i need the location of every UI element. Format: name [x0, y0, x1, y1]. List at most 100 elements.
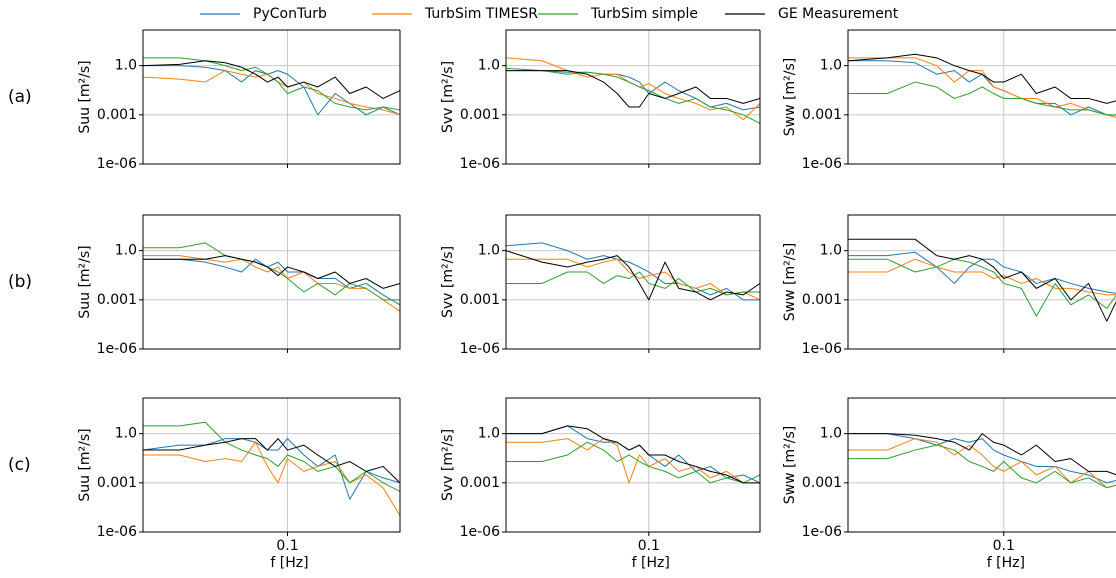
- series-line: [848, 60, 1116, 116]
- y-axis-label: Svv [m²/s]: [440, 246, 456, 318]
- panel: 1e-06 0.001 1.0 Svv [m²/s]: [440, 29, 761, 172]
- series-line: [848, 53, 1116, 104]
- panel: 1e-06 0.001 1.0 0.1 Sww [m²/s] f [Hz]: [782, 397, 1116, 571]
- series-group: [848, 238, 1116, 322]
- x-axis-label: f [Hz]: [632, 555, 670, 571]
- y-tick-label: 0.001: [802, 292, 842, 308]
- series-line: [506, 57, 760, 121]
- y-tick-label: 1.0: [478, 58, 500, 74]
- axes-frame: [847, 214, 1116, 350]
- series-line: [848, 444, 1116, 489]
- series-line: [506, 250, 760, 301]
- y-tick-label: 1.0: [115, 426, 137, 442]
- y-axis-label: Suu [m²/s]: [77, 60, 93, 133]
- y-axis-label: Sww [m²/s]: [782, 58, 798, 136]
- series-line: [848, 433, 1116, 484]
- y-tick-label: 0.001: [97, 107, 137, 123]
- series-group: [506, 57, 760, 124]
- series-line: [143, 242, 400, 301]
- y-tick-label: 0.001: [460, 107, 500, 123]
- y-tick-label: 1e-06: [802, 156, 842, 172]
- series-line: [143, 441, 400, 516]
- y-tick-label: 1.0: [820, 426, 842, 442]
- legend-label: TurbSim simple: [590, 6, 698, 22]
- y-tick-label: 1e-06: [460, 524, 500, 540]
- y-tick-label: 0.001: [97, 292, 137, 308]
- legend-label: TurbSim TIMESR: [424, 6, 538, 22]
- series-group: [143, 57, 400, 116]
- panel: 1e-06 0.001 1.0 0.1 Suu [m²/s] f [Hz] (c): [8, 397, 401, 571]
- y-axis-label: Svv [m²/s]: [440, 429, 456, 501]
- y-axis-label: Suu [m²/s]: [77, 428, 93, 501]
- series-line: [506, 70, 760, 111]
- y-axis-label: Svv [m²/s]: [440, 61, 456, 133]
- panel-label: (c): [8, 455, 31, 475]
- x-tick-label: 0.1: [638, 538, 660, 554]
- y-tick-label: 1e-06: [802, 341, 842, 357]
- y-tick-label: 1.0: [478, 243, 500, 259]
- series-line: [848, 258, 1116, 296]
- axes-frame: [142, 29, 401, 165]
- y-tick-label: 1.0: [820, 58, 842, 74]
- axes-frame: [142, 397, 401, 533]
- series-line: [848, 438, 1116, 489]
- y-tick-label: 1.0: [115, 58, 137, 74]
- x-tick-label: 0.1: [276, 538, 298, 554]
- y-tick-label: 1.0: [478, 426, 500, 442]
- y-tick-label: 0.001: [97, 475, 137, 491]
- x-axis-label: f [Hz]: [270, 555, 308, 571]
- series-line: [506, 70, 760, 108]
- series-line: [848, 433, 1116, 476]
- axes-frame: [847, 397, 1116, 533]
- series-group: [143, 242, 400, 312]
- series-line: [143, 57, 400, 111]
- y-tick-label: 1.0: [115, 243, 137, 259]
- axes-frame: [505, 214, 761, 350]
- y-tick-label: 1e-06: [97, 524, 137, 540]
- series-line: [143, 421, 400, 492]
- panel: 1e-06 0.001 1.0 Suu [m²/s] (a): [8, 29, 401, 172]
- y-tick-label: 1.0: [820, 243, 842, 259]
- y-tick-label: 1e-06: [97, 156, 137, 172]
- y-tick-label: 1e-06: [97, 341, 137, 357]
- legend-label: PyConTurb: [253, 6, 327, 22]
- series-group: [848, 433, 1116, 489]
- series-group: [848, 53, 1116, 118]
- y-tick-label: 0.001: [802, 475, 842, 491]
- axes-frame: [505, 29, 761, 165]
- series-line: [143, 70, 400, 116]
- series-line: [848, 251, 1116, 294]
- series-group: [506, 242, 760, 301]
- series-line: [506, 438, 760, 484]
- panel: 1e-06 0.001 1.0 Suu [m²/s] (b): [8, 214, 401, 357]
- y-tick-label: 1e-06: [802, 524, 842, 540]
- series-line: [143, 255, 400, 312]
- y-tick-label: 0.001: [460, 292, 500, 308]
- y-tick-label: 0.001: [460, 475, 500, 491]
- y-axis-label: Suu [m²/s]: [77, 245, 93, 318]
- series-line: [506, 271, 760, 296]
- series-line: [506, 425, 760, 484]
- y-tick-label: 1e-06: [460, 156, 500, 172]
- axes-frame: [505, 397, 761, 533]
- y-tick-label: 0.001: [802, 107, 842, 123]
- series-group: [506, 425, 760, 484]
- series-group: [143, 421, 400, 516]
- y-axis-label: Sww [m²/s]: [782, 426, 798, 504]
- panel: 1e-06 0.001 1.0 Sww [m²/s]: [782, 214, 1116, 357]
- panel-label: (b): [8, 272, 32, 292]
- series-line: [848, 238, 1116, 322]
- series-line: [143, 438, 400, 484]
- series-line: [143, 65, 400, 116]
- series-line: [848, 258, 1116, 317]
- series-line: [506, 67, 760, 124]
- axes-frame: [142, 214, 401, 350]
- panel: 1e-06 0.001 1.0 Svv [m²/s]: [440, 214, 761, 357]
- x-tick-label: 0.1: [993, 538, 1015, 554]
- y-axis-label: Sww [m²/s]: [782, 243, 798, 321]
- panel: 1e-06 0.001 1.0 Sww [m²/s]: [782, 29, 1116, 172]
- x-axis-label: f [Hz]: [987, 555, 1025, 571]
- series-line: [143, 258, 400, 306]
- series-line: [848, 57, 1116, 118]
